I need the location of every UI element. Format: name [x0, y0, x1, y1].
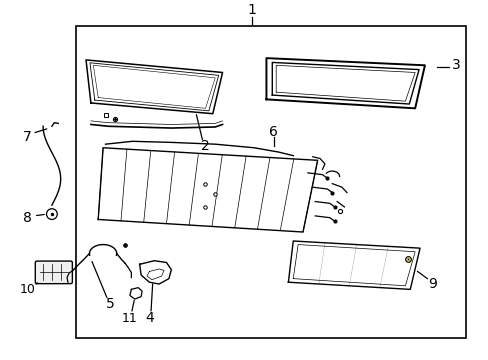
- Text: 8: 8: [23, 211, 32, 225]
- Bar: [76, 26, 466, 338]
- Text: 11: 11: [122, 311, 138, 325]
- Text: 3: 3: [451, 58, 460, 72]
- Text: 1: 1: [247, 3, 256, 17]
- Text: 6: 6: [269, 125, 278, 139]
- Text: 9: 9: [427, 277, 436, 291]
- Text: 5: 5: [106, 297, 115, 311]
- Text: 7: 7: [23, 130, 32, 144]
- Text: 2: 2: [201, 139, 209, 153]
- FancyBboxPatch shape: [35, 261, 72, 284]
- Text: 10: 10: [20, 283, 35, 296]
- Text: 4: 4: [145, 311, 154, 325]
